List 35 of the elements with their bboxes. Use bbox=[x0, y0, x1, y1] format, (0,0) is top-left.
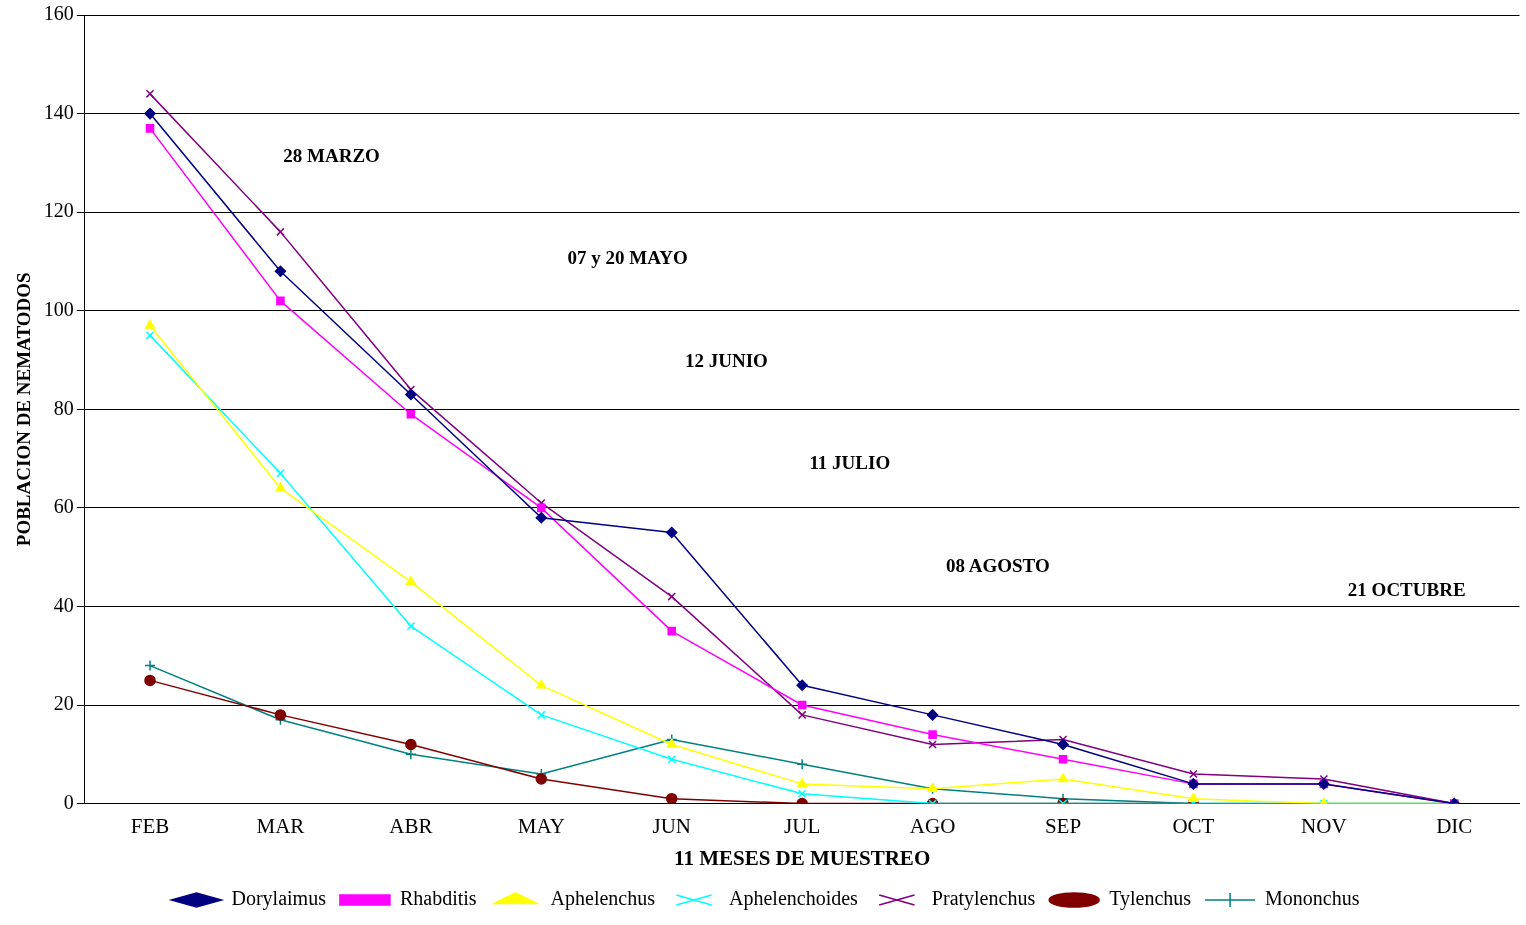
y-tick-label: 160 bbox=[43, 2, 74, 25]
legend-label: Aphelenchoides bbox=[729, 887, 859, 911]
y-axis-title: POBLACION DE NEMATODOS bbox=[13, 272, 35, 547]
annotation: 11 JULIO bbox=[809, 452, 891, 474]
x-tick-label: OCT bbox=[1172, 813, 1215, 838]
x-tick-label: ABR bbox=[389, 813, 433, 838]
y-tick-label: 80 bbox=[53, 396, 74, 419]
x-axis-title: 11 MESES DE MUESTREO bbox=[674, 845, 931, 870]
legend-label: Mononchus bbox=[1265, 887, 1360, 910]
legend-label: Rhabditis bbox=[399, 887, 477, 910]
annotation: 08 AGOSTO bbox=[946, 554, 1050, 576]
legend-label: Tylenchus bbox=[1109, 887, 1192, 911]
annotation: 21 OCTUBRE bbox=[1347, 578, 1466, 600]
annotation: 07 y 20 MAYO bbox=[567, 247, 688, 269]
annotation: 12 JUNIO bbox=[684, 349, 768, 371]
legend-label: Aphelenchus bbox=[550, 887, 656, 911]
x-tick-label: JUL bbox=[784, 813, 821, 838]
y-tick-label: 120 bbox=[43, 199, 74, 222]
x-tick-label: AGO bbox=[909, 813, 956, 838]
x-tick-label: NOV bbox=[1301, 813, 1347, 838]
x-tick-label: SEP bbox=[1044, 813, 1082, 838]
y-tick-label: 40 bbox=[53, 593, 74, 616]
x-tick-label: FEB bbox=[130, 813, 170, 838]
y-tick-label: 140 bbox=[43, 100, 74, 123]
x-tick-label: MAY bbox=[517, 813, 565, 838]
y-tick-label: 0 bbox=[63, 790, 74, 813]
x-tick-label: MAR bbox=[256, 813, 305, 838]
annotation: 28 MARZO bbox=[283, 144, 380, 166]
legend-label: Dorylaimus bbox=[231, 887, 327, 911]
y-tick-label: 60 bbox=[53, 495, 74, 518]
legend-label: Pratylenchus bbox=[931, 887, 1036, 911]
x-tick-label: DIC bbox=[1436, 813, 1473, 838]
y-tick-label: 20 bbox=[53, 692, 74, 715]
y-tick-label: 100 bbox=[43, 297, 74, 320]
x-tick-label: JUN bbox=[652, 813, 691, 838]
